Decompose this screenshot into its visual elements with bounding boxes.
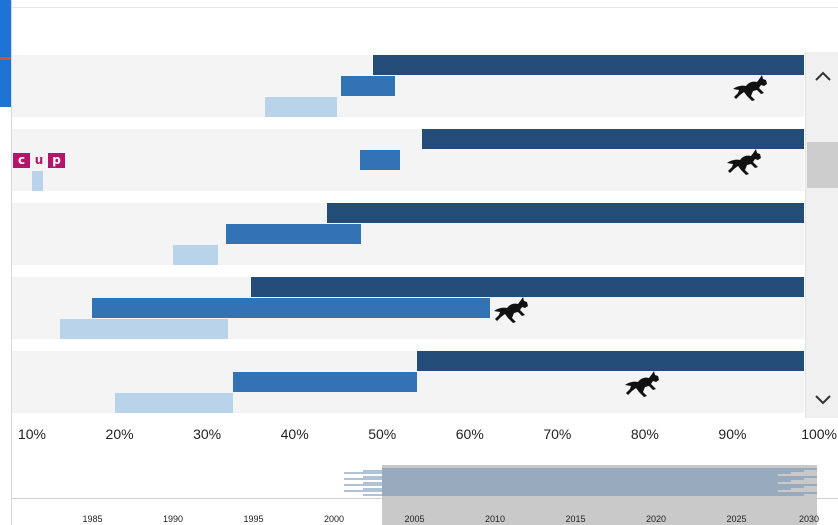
timeline-tick-label: 2000: [323, 514, 345, 524]
horse-icon: [725, 146, 769, 176]
timeline-series-line: [382, 480, 792, 482]
logo-letter-u: u: [34, 153, 44, 167]
timeline-series-line: [343, 472, 792, 474]
bar-mid[interactable]: [360, 150, 400, 170]
timeline-series-line: [343, 490, 779, 492]
bar-light[interactable]: [264, 97, 337, 117]
timeline-series-line: [382, 474, 779, 476]
bar-dark[interactable]: [417, 351, 804, 371]
bar-dark[interactable]: [373, 55, 804, 75]
chart-area: [12, 52, 804, 418]
horse-icon: [731, 72, 775, 102]
x-tick-label: 40%: [280, 426, 309, 442]
bar-dark[interactable]: [250, 277, 804, 297]
x-tick-label: 60%: [455, 426, 484, 442]
timeline-series-line: [343, 478, 805, 480]
x-tick-label: 30%: [193, 426, 222, 442]
x-tick-label: 10%: [17, 426, 47, 442]
x-axis: 10% 20% 30% 40% 50% 60% 70% 80% 90% 100%: [0, 426, 838, 448]
timeline-navigator[interactable]: 1985 1990 1995 2000 2005 2010 2015 2020 2025 2030: [12, 460, 838, 525]
x-tick-label: 50%: [368, 426, 397, 442]
left-accent-stripe: [0, 57, 11, 60]
bar-mid[interactable]: [341, 76, 396, 96]
timeline-series-line: [362, 470, 805, 472]
timeline-series-line: [382, 492, 817, 494]
timeline-tick-label: 1985: [82, 514, 103, 524]
logo-letter-c: c: [13, 153, 30, 168]
logo-letter-p: p: [48, 153, 65, 168]
x-tick-label: 90%: [718, 426, 747, 442]
scroll-thumb[interactable]: [807, 142, 838, 188]
horse-icon: [623, 368, 667, 398]
timeline-tick-label: 1990: [162, 514, 184, 524]
timeline-tick-label: 2010: [484, 514, 506, 524]
left-accent-bar: [0, 0, 11, 107]
horse-icon: [492, 294, 536, 324]
timeline-series-line: [362, 482, 779, 484]
bar-light[interactable]: [115, 393, 234, 413]
bar-light[interactable]: [32, 171, 44, 191]
bar-mid[interactable]: [226, 224, 362, 244]
cup-logo: c u p: [13, 152, 65, 169]
timeline-tick-label: 2025: [726, 514, 747, 524]
timeline-series-line: [382, 486, 805, 488]
bar-mid[interactable]: [233, 372, 418, 392]
bar-light[interactable]: [60, 319, 229, 339]
timeline-tick-label: 2005: [404, 514, 425, 524]
left-divider: [11, 0, 12, 525]
timeline-series-line: [362, 488, 792, 490]
x-tick-label: 70%: [543, 426, 572, 442]
bar-dark[interactable]: [327, 203, 804, 223]
bar-light[interactable]: [172, 245, 219, 265]
x-tick-label: 100%: [801, 426, 837, 442]
timeline-series-line: [362, 476, 817, 478]
vertical-scrollbar[interactable]: [805, 52, 838, 418]
timeline-tick-label: 1995: [243, 514, 264, 524]
x-tick-label: 80%: [630, 426, 659, 442]
scroll-down-button[interactable]: [806, 382, 838, 418]
chevron-down-icon: [814, 395, 831, 405]
timeline-tick-label: 2030: [798, 514, 820, 524]
timeline-series-line: [362, 494, 805, 496]
scroll-up-button[interactable]: [806, 58, 838, 94]
chevron-up-icon: [814, 71, 831, 81]
timeline-series-line: [343, 484, 817, 486]
bar-mid[interactable]: [92, 298, 490, 318]
timeline-tick-label: 2020: [645, 514, 667, 524]
timeline-tick-label: 2015: [565, 514, 586, 524]
timeline-series-line: [382, 468, 817, 470]
x-tick-label: 20%: [105, 426, 134, 442]
bar-dark[interactable]: [421, 129, 804, 149]
top-divider: [12, 7, 838, 8]
